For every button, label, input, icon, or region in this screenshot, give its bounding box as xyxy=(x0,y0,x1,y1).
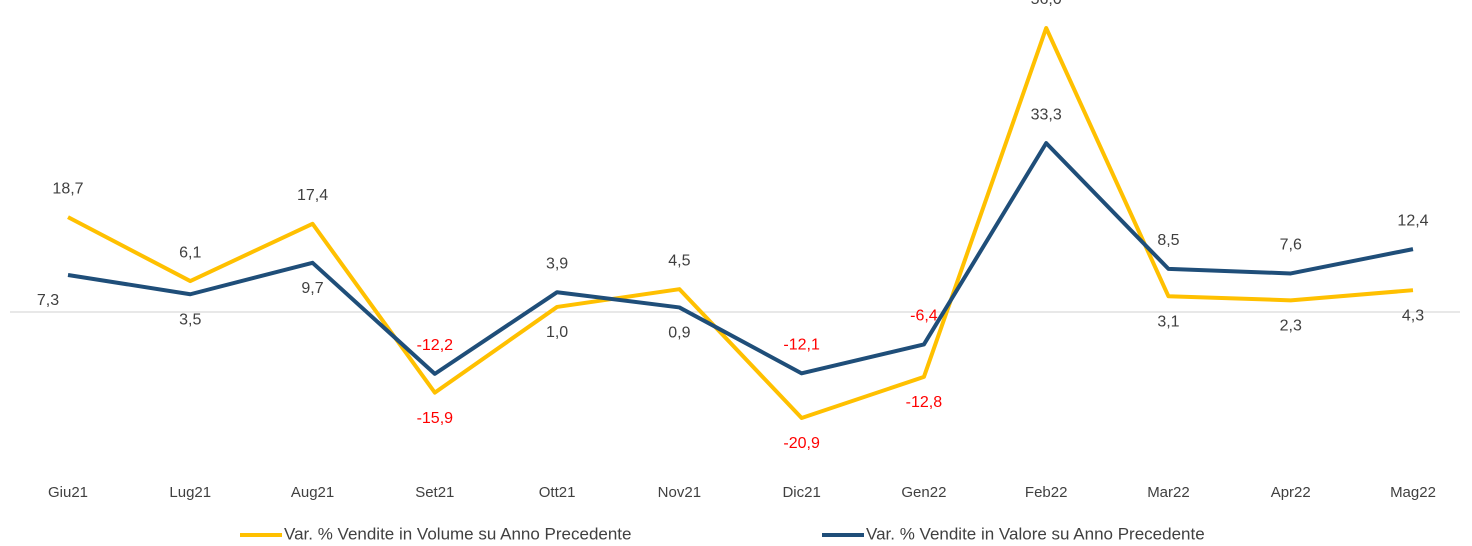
legend-label: Var. % Vendite in Valore su Anno Precede… xyxy=(866,524,1205,543)
data-label: 9,7 xyxy=(301,280,323,297)
data-label: 33,3 xyxy=(1031,106,1062,123)
x-tick-label: Giu21 xyxy=(48,484,88,501)
x-tick-label: Set21 xyxy=(415,484,454,501)
data-label: 3,1 xyxy=(1157,313,1179,330)
data-label: 18,7 xyxy=(52,180,83,197)
x-tick-label: Nov21 xyxy=(658,484,701,501)
data-label: 0,9 xyxy=(668,325,690,342)
legend-label: Var. % Vendite in Volume su Anno Precede… xyxy=(284,524,631,543)
x-tick-label: Apr22 xyxy=(1271,484,1311,501)
data-label: -12,8 xyxy=(906,394,943,411)
x-tick-label: Mar22 xyxy=(1147,484,1190,501)
x-tick-label: Aug21 xyxy=(291,484,334,501)
data-label: -20,9 xyxy=(783,435,820,452)
data-label: -12,1 xyxy=(783,337,820,354)
data-label: 3,9 xyxy=(546,255,568,272)
data-label: -15,9 xyxy=(417,410,454,427)
data-label: -6,4 xyxy=(910,308,938,325)
x-tick-label: Mag22 xyxy=(1390,484,1436,501)
data-label: 17,4 xyxy=(297,187,328,204)
series-line xyxy=(67,26,1414,420)
data-label: 6,1 xyxy=(179,244,201,261)
x-tick-label: Feb22 xyxy=(1025,484,1068,501)
x-tick-label: Lug21 xyxy=(169,484,211,501)
x-tick-label: Ott21 xyxy=(539,484,576,501)
data-label: 1,0 xyxy=(546,324,568,341)
series-line xyxy=(67,141,1414,376)
data-label: 12,4 xyxy=(1397,212,1428,229)
x-tick-label: Gen22 xyxy=(901,484,946,501)
data-label: 56,0 xyxy=(1031,0,1062,8)
x-tick-label: Dic21 xyxy=(782,484,820,501)
data-label: -12,2 xyxy=(417,337,454,354)
data-label: 4,3 xyxy=(1402,307,1424,324)
data-label: 3,5 xyxy=(179,311,201,328)
data-label: 8,5 xyxy=(1157,232,1179,249)
data-label: 2,3 xyxy=(1280,318,1302,335)
data-label: 7,3 xyxy=(37,292,59,309)
data-label: 4,5 xyxy=(668,252,690,269)
data-label: 7,6 xyxy=(1280,237,1302,254)
